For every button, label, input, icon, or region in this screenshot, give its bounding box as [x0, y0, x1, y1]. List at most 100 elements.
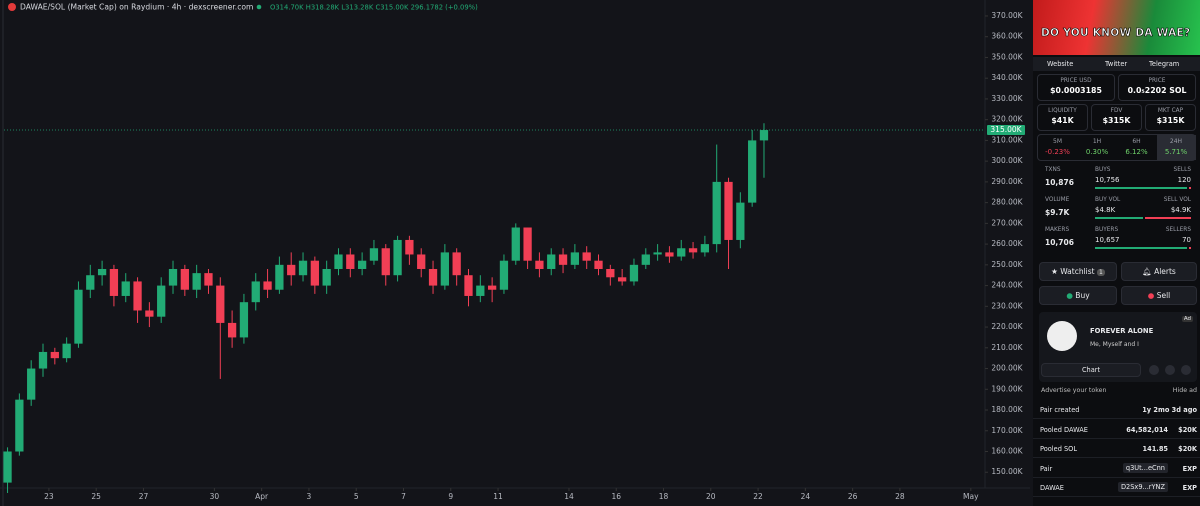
price-usd-label: PRICE USD [1060, 78, 1092, 84]
candle-body [298, 260, 308, 276]
ad-tg-icon[interactable] [1181, 365, 1191, 375]
candle-body [606, 268, 615, 278]
info-row-bg [1033, 439, 1200, 458]
change-cell[interactable]: 24H 5.71% [1156, 135, 1196, 160]
ad-chart-button[interactable]: Chart [1041, 363, 1141, 377]
candle-body [15, 399, 24, 452]
x-tick-label: 24 [801, 492, 811, 501]
fdv-value: $315K [1102, 116, 1131, 125]
candle-body [216, 285, 225, 323]
stat-value: $9.7K [1045, 208, 1070, 217]
candle-body [50, 351, 59, 359]
candle-body [251, 281, 260, 303]
candle-body [523, 227, 532, 261]
candle-body [275, 264, 284, 290]
info-value[interactable]: D2Sx9...rYNZ [1117, 482, 1168, 492]
candle-body [452, 252, 461, 276]
change-value: 0.30% [1085, 148, 1109, 156]
changes-box: 5M -0.23% 1H 0.30% 6H 6.12% 24H 5.71% [1037, 134, 1196, 161]
y-tick-label: 160.00K [991, 446, 1023, 455]
advertise-link[interactable]: Advertise your token [1041, 387, 1107, 394]
stat-right-label: SELLERS [1165, 227, 1191, 233]
x-tick-label: 23 [44, 492, 54, 501]
info-rows: Pair created 1y 2mo 3d ago Pooled DAWAE 64,… [1033, 400, 1200, 500]
y-tick-label: 300.00K [991, 156, 1023, 165]
stats: TXNS 10,876 BUYS 10,756 SELLS 120 VOLUME $9.7K B… [1033, 164, 1200, 254]
ad-box[interactable]: Ad FOREVER ALONE Me, Myself and I Chart [1039, 312, 1197, 382]
stat-right-label: SELL VOL [1163, 197, 1191, 203]
y-tick-label: 340.00K [991, 73, 1023, 82]
buy-button[interactable]: ● Buy [1039, 286, 1117, 305]
y-tick-label: 170.00K [991, 426, 1023, 435]
hide-ad-link[interactable]: Hide ad [1172, 387, 1197, 394]
x-tick-label: 3 [307, 492, 312, 501]
stat-right-value: 120 [1177, 176, 1191, 184]
candle-body [547, 254, 556, 269]
change-label: 5M [1053, 138, 1062, 145]
sell-bar [1189, 187, 1191, 189]
change-cell[interactable]: 5M -0.23% [1038, 135, 1077, 160]
x-tick-label: 26 [848, 492, 858, 501]
candle-body [369, 248, 379, 261]
y-tick-label: 220.00K [991, 322, 1023, 331]
buy-bar [1095, 187, 1187, 189]
candle-body [688, 248, 698, 253]
y-tick-label: 330.00K [991, 94, 1023, 103]
sell-button[interactable]: ● Sell [1121, 286, 1197, 305]
candle-body [736, 202, 745, 240]
telegram-link[interactable]: Telegram [1149, 60, 1180, 68]
ad-name: FOREVER ALONE [1090, 327, 1154, 335]
y-tick-label: 190.00K [991, 384, 1023, 393]
mkt-cap-label: MKT CAP [1157, 108, 1184, 114]
y-tick-label: 240.00K [991, 281, 1023, 290]
price-sol-value: 0.0₅2202 SOL [1127, 86, 1187, 95]
buy-bar [1095, 247, 1187, 249]
change-cell[interactable]: 6H 6.12% [1117, 135, 1156, 160]
info-usd[interactable]: EXP [1182, 464, 1197, 473]
stat-left-value: $4.8K [1095, 206, 1116, 214]
candle-body [535, 260, 544, 269]
info-value[interactable]: q3Ut...eCnn [1122, 462, 1168, 473]
sell-bar [1189, 247, 1191, 249]
stat-right-label: SELLS [1173, 167, 1191, 173]
info-value: 64,582,014 [1126, 425, 1168, 434]
ad-web-icon[interactable] [1149, 365, 1159, 375]
candle-body [38, 351, 48, 369]
candle-body [417, 254, 426, 269]
liquidity-label: LIQUIDITY [1048, 108, 1077, 114]
website-link[interactable]: Website [1047, 60, 1074, 68]
ad-tagline: Me, Myself and I [1090, 341, 1139, 348]
links-bar [1033, 57, 1200, 71]
mkt-cap-box: MKT CAP $315K [1145, 104, 1196, 131]
candle-body [239, 302, 249, 338]
chart-title: DAWAE/SOL (Market Cap) on Raydium · 4h ·… [20, 3, 253, 12]
y-tick-label: 250.00K [991, 260, 1023, 269]
candle-body [334, 254, 343, 269]
y-tick-label: 180.00K [991, 405, 1023, 414]
stat-right-value: 70 [1182, 236, 1191, 244]
price-usd-value: $0.0003185 [1050, 86, 1102, 95]
candle-body [665, 252, 674, 257]
change-value: 6.12% [1125, 148, 1148, 156]
token-icon [8, 3, 16, 11]
y-tick-label: 230.00K [991, 301, 1023, 310]
x-tick-label: 20 [706, 492, 716, 501]
change-label: 24H [1169, 138, 1183, 145]
stat-left-value: 10,756 [1095, 176, 1120, 184]
info-usd: $20K [1178, 445, 1197, 453]
mkt-cap-value: $315K [1156, 116, 1185, 125]
change-cell[interactable]: 1H 0.30% [1078, 135, 1117, 160]
watchlist-button[interactable]: ★ Watchlist 1 [1039, 262, 1117, 281]
x-tick-label: 27 [139, 492, 149, 501]
stat-value: 10,706 [1045, 238, 1074, 247]
twitter-link[interactable]: Twitter [1105, 60, 1128, 68]
fdv-label: FDV [1110, 108, 1123, 114]
info-usd[interactable]: EXP [1182, 484, 1197, 492]
alerts-button[interactable]: 🔔︎ Alerts [1121, 262, 1197, 281]
candle-body [499, 260, 509, 290]
candle-body [405, 239, 414, 255]
ad-x-icon[interactable] [1165, 365, 1175, 375]
candle-body [594, 260, 603, 269]
candle-body [357, 260, 367, 269]
candle-body [263, 281, 272, 290]
